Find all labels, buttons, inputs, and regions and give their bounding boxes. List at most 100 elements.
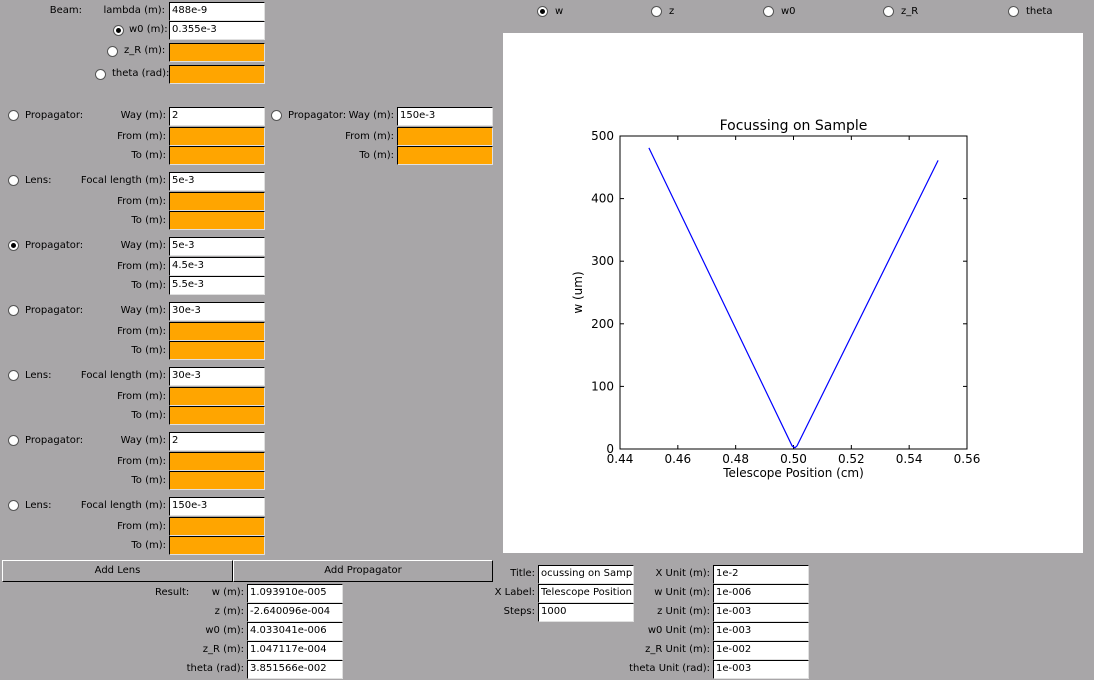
lens-5-from-label: From (m): <box>117 391 166 402</box>
y-tick-label: 0 <box>606 442 614 456</box>
plot-option-z_R-radio[interactable] <box>883 6 894 17</box>
plot-area: 0.44 0.46 0.48 0.50 0.52 0.54 0.56 0 100 200 300 40… <box>503 33 1083 553</box>
plot-option-w-label: w <box>555 6 564 17</box>
lens-2-radio[interactable] <box>8 175 19 186</box>
result-label-1: z (m): <box>214 606 244 617</box>
add-propagator-button[interactable]: Add Propagator <box>233 560 493 582</box>
unit-value-0[interactable]: 1e-2 <box>713 565 809 584</box>
propagator-6-type-label: Propagator: <box>25 435 84 446</box>
y-tick-label: 400 <box>591 192 614 206</box>
x-axis-label: Telescope Position (cm) <box>722 466 864 480</box>
unit-value-2[interactable]: 1e-003 <box>713 603 809 622</box>
lens-2-from-input[interactable] <box>169 192 265 211</box>
lens-7-param-input[interactable]: 150e-3 <box>169 497 265 516</box>
propagator-6-param-input[interactable]: 2 <box>169 432 265 451</box>
lens-5-from-input[interactable] <box>169 387 265 406</box>
add-lens-button[interactable]: Add Lens <box>2 560 233 582</box>
propagator-6-to-input[interactable] <box>169 471 265 490</box>
propagator-extra-from-input[interactable] <box>397 127 493 146</box>
propagator-3-to-label: To (m): <box>131 280 166 291</box>
lens-2-param-label: Focal length (m): <box>80 175 166 186</box>
result-value-2[interactable]: 4.033041e-006 <box>247 622 343 641</box>
plot-option-z-radio[interactable] <box>651 6 662 17</box>
unit-label-5: theta Unit (rad): <box>629 663 710 674</box>
propagator-3-radio[interactable] <box>8 240 19 251</box>
w0-radio[interactable] <box>113 25 124 36</box>
propagator-4-from-input[interactable] <box>169 322 265 341</box>
unit-value-4[interactable]: 1e-002 <box>713 641 809 660</box>
result-label-4: theta (rad): <box>186 663 244 674</box>
propagator-6-param-label: Way (m): <box>120 435 166 446</box>
plot-option-w0-radio[interactable] <box>763 6 774 17</box>
propagator-1-from-input[interactable] <box>169 127 265 146</box>
propagator-extra-to-input[interactable] <box>397 146 493 165</box>
lens-7-type-label: Lens: <box>25 500 52 511</box>
lens-7-to-input[interactable] <box>169 536 265 555</box>
result-value-1[interactable]: -2.640096e-004 <box>247 603 343 622</box>
lens-7-from-input[interactable] <box>169 517 265 536</box>
lens-5-param-input[interactable]: 30e-3 <box>169 367 265 386</box>
unit-value-1[interactable]: 1e-006 <box>713 584 809 603</box>
y-tick-label: 500 <box>591 129 614 143</box>
propagator-1-to-input[interactable] <box>169 146 265 165</box>
unit-value-3[interactable]: 1e-003 <box>713 622 809 641</box>
propagator-3-param-label: Way (m): <box>120 240 166 251</box>
theta-input[interactable] <box>169 65 265 84</box>
propagator-3-param-input[interactable]: 5e-3 <box>169 237 265 256</box>
propagator-3-to-input[interactable]: 5.5e-3 <box>169 276 265 295</box>
propagator-3-from-input[interactable]: 4.5e-3 <box>169 257 265 276</box>
w0-input[interactable]: 0.355e-3 <box>169 21 265 40</box>
w0-label: w0 (m): <box>129 24 168 35</box>
propagator-1-param-input[interactable]: 2 <box>169 107 265 126</box>
lens-2-param-input[interactable]: 5e-3 <box>169 172 265 191</box>
lens-2-from-label: From (m): <box>117 196 166 207</box>
plot-option-w0-label: w0 <box>781 6 796 17</box>
result-value-0[interactable]: 1.093910e-005 <box>247 584 343 603</box>
x-tick-label: 0.46 <box>664 452 691 466</box>
y-axis-label: w (um) <box>571 271 585 313</box>
plot-title-input[interactable]: ocussing on Sample <box>538 565 634 584</box>
propagator-6-from-input[interactable] <box>169 452 265 471</box>
lens-5-radio[interactable] <box>8 370 19 381</box>
lens-5-to-input[interactable] <box>169 406 265 425</box>
zr-input[interactable] <box>169 43 265 62</box>
plot-option-w-radio[interactable] <box>537 6 548 17</box>
lens-2-to-input[interactable] <box>169 211 265 230</box>
x-tick-label: 0.52 <box>838 452 865 466</box>
result-value-3[interactable]: 1.047117e-004 <box>247 641 343 660</box>
lens-7-radio[interactable] <box>8 500 19 511</box>
propagator-3-from-label: From (m): <box>117 261 166 272</box>
propagator-6-radio[interactable] <box>8 435 19 446</box>
plot-option-z-label: z <box>669 6 675 17</box>
zr-label: z_R (m): <box>124 45 166 56</box>
series-line-0 <box>648 147 939 449</box>
zr-radio[interactable] <box>107 46 118 57</box>
result-label-3: z_R (m): <box>202 644 244 655</box>
result-value-4[interactable]: 3.851566e-002 <box>247 660 343 679</box>
propagator-extra-from-label: From (m): <box>345 131 394 142</box>
propagator-4-param-input[interactable]: 30e-3 <box>169 302 265 321</box>
propagator-4-to-input[interactable] <box>169 341 265 360</box>
plot-xlabel-input[interactable]: Telescope Position <box>538 584 634 603</box>
lens-7-param-label: Focal length (m): <box>80 500 166 511</box>
propagator-extra-way-input[interactable]: 150e-3 <box>397 107 493 126</box>
plot-option-theta-radio[interactable] <box>1008 6 1019 17</box>
lambda-input[interactable]: 488e-9 <box>169 2 265 21</box>
propagator-extra-radio[interactable] <box>271 110 282 121</box>
theta-radio[interactable] <box>95 69 106 80</box>
lens-2-to-label: To (m): <box>131 215 166 226</box>
propagator-1-param-label: Way (m): <box>120 110 166 121</box>
plot-option-z_R-label: z_R <box>901 6 919 17</box>
y-tick-label: 200 <box>591 317 614 331</box>
propagator-4-radio[interactable] <box>8 305 19 316</box>
plot-steps-input[interactable]: 1000 <box>538 603 634 622</box>
y-tick-label: 300 <box>591 254 614 268</box>
propagator-3-type-label: Propagator: <box>25 240 84 251</box>
x-tick-label: 0.44 <box>607 452 634 466</box>
propagator-1-type-label: Propagator: <box>25 110 84 121</box>
line-chart: 0.44 0.46 0.48 0.50 0.52 0.54 0.56 0 100 200 300 40… <box>571 118 981 480</box>
unit-value-5[interactable]: 1e-003 <box>713 660 809 679</box>
propagator-1-radio[interactable] <box>8 110 19 121</box>
x-tick-label: 0.56 <box>954 452 981 466</box>
lens-7-from-label: From (m): <box>117 521 166 532</box>
